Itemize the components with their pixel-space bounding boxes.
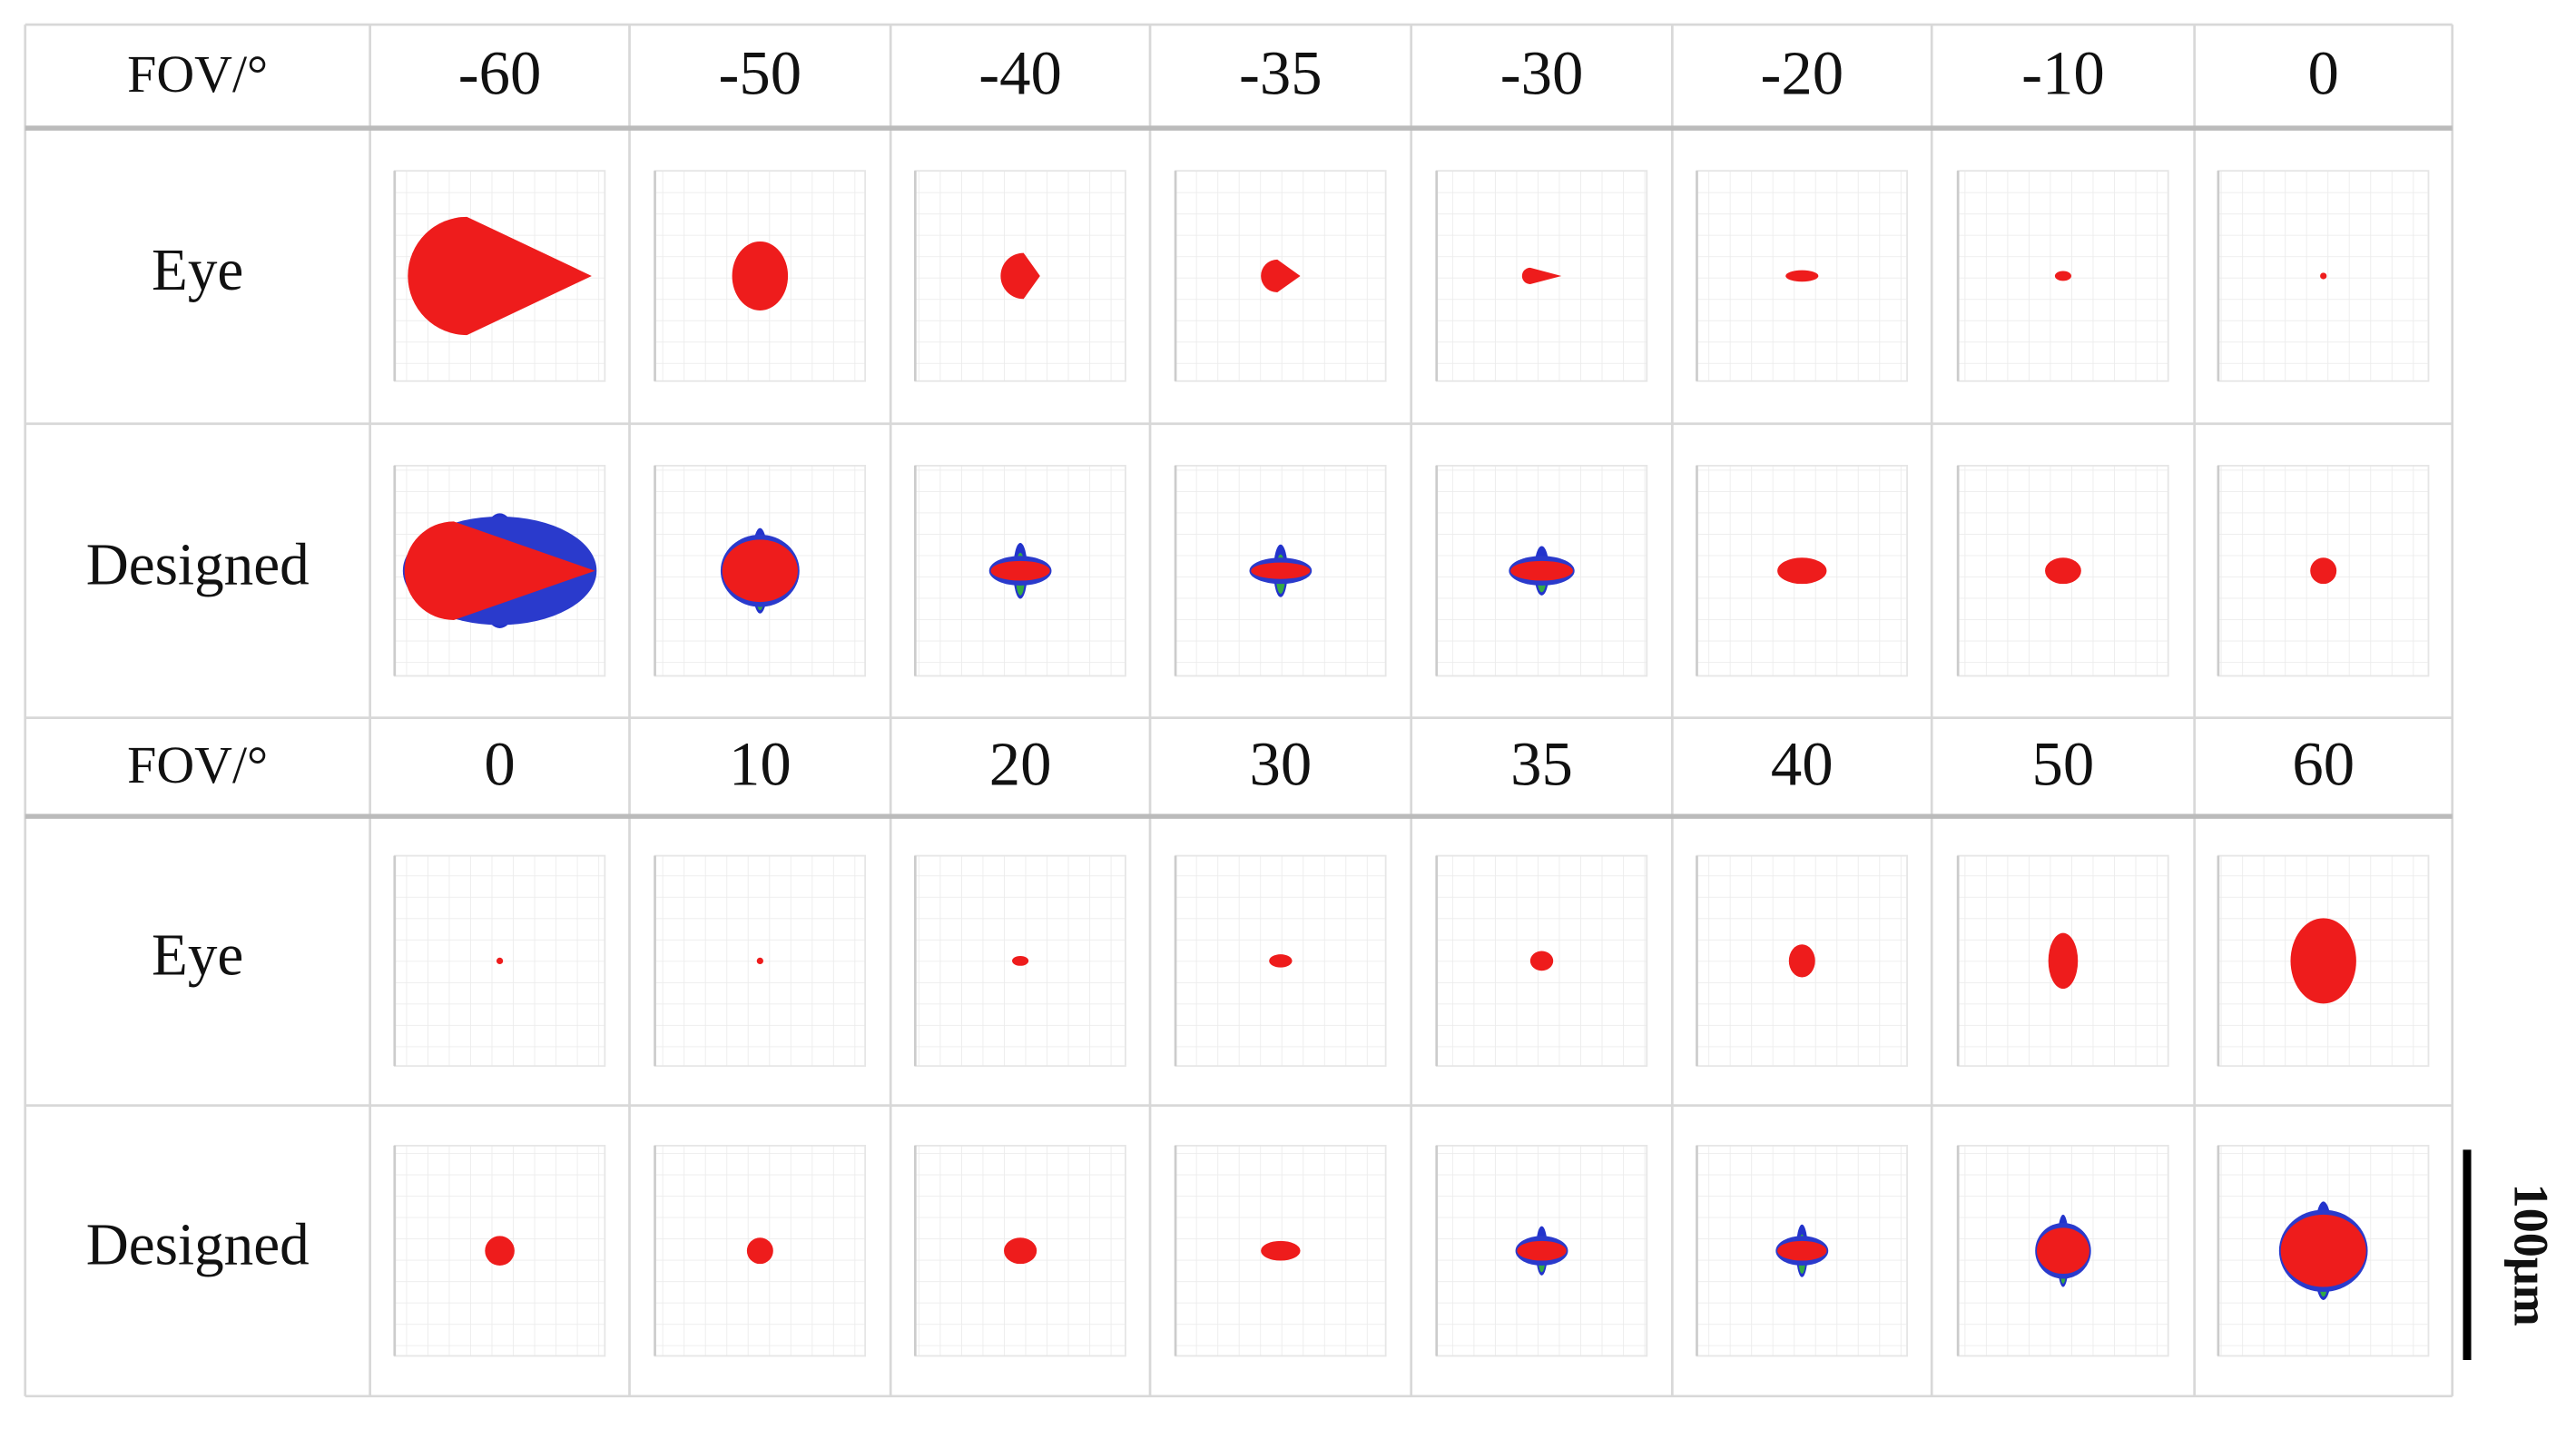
row-label: Designed (86, 1213, 310, 1278)
fov-header: 20 (989, 729, 1052, 798)
spot-red (756, 957, 763, 964)
spot-red (1529, 951, 1554, 971)
spot-red (1517, 1240, 1567, 1261)
scale-bar-label: 100μm (2504, 1184, 2559, 1326)
spot-red (496, 957, 504, 964)
spot-red (2310, 557, 2337, 585)
fov-header: -50 (719, 39, 802, 108)
fov-header: 60 (2292, 729, 2355, 798)
fov-header: -40 (978, 39, 1062, 108)
fov-label: FOV/° (127, 735, 268, 794)
fov-header: -30 (1500, 39, 1584, 108)
spot-red (1269, 954, 1293, 968)
spot-red (1261, 1240, 1301, 1261)
fov-header: 50 (2032, 729, 2095, 798)
spot-red (722, 539, 798, 603)
fov-header: -10 (2021, 39, 2105, 108)
spot-red (404, 521, 595, 620)
row-label: Designed (86, 533, 310, 598)
spot-red (1777, 1240, 1827, 1261)
fov-header: -60 (458, 39, 542, 108)
spot-red (1785, 270, 1819, 282)
spot-red (1000, 252, 1040, 300)
row-label: Eye (152, 238, 243, 303)
fov-header: 10 (729, 729, 791, 798)
spot-red (1788, 944, 1815, 978)
spot-red (408, 216, 592, 336)
spot-red (2290, 918, 2356, 1004)
spot-red (1261, 259, 1301, 293)
fov-header: 0 (2308, 39, 2339, 108)
spot-red (732, 241, 789, 310)
spot-red (1251, 562, 1311, 579)
spot-red (1510, 560, 1573, 581)
spot-red (485, 1236, 515, 1266)
fov-header: -35 (1239, 39, 1322, 108)
fov-label: FOV/° (127, 44, 268, 103)
spot-red (2320, 272, 2327, 280)
spot-red (1012, 955, 1029, 966)
fov-header: 40 (1771, 729, 1834, 798)
row-label: Eye (152, 922, 243, 988)
spot-red (990, 560, 1050, 581)
spot-red (2054, 271, 2071, 281)
spot-red (1004, 1237, 1037, 1265)
spot-red (1521, 267, 1562, 284)
fov-header: 0 (484, 729, 515, 798)
spot-red (1777, 557, 1827, 585)
fov-header: -20 (1760, 39, 1844, 108)
spot-red (2036, 1227, 2089, 1275)
spot-red (2048, 932, 2079, 990)
spot-red (2280, 1214, 2366, 1287)
spot-red (2045, 557, 2081, 585)
fov-header: 35 (1510, 729, 1573, 798)
fov-header: 30 (1249, 729, 1312, 798)
spot-red (746, 1237, 773, 1265)
